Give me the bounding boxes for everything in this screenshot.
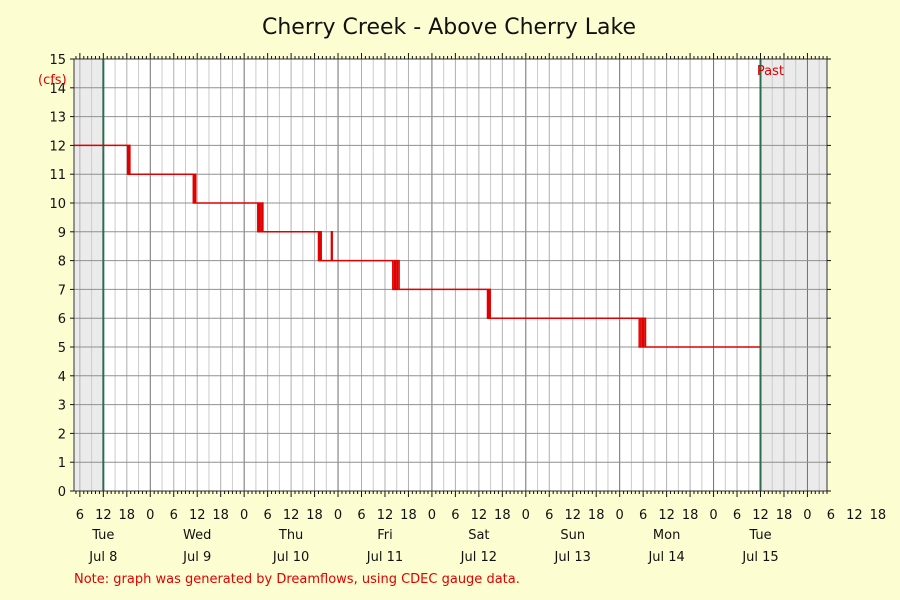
day-label: Sun [560,528,585,543]
x-tick-label: 12 [658,508,675,523]
x-tick-label: 12 [189,508,206,523]
shaded-region-right [760,59,827,491]
date-label: Jul 12 [460,550,497,565]
y-tick-label: 6 [58,312,66,327]
x-tick-label: 6 [733,508,741,523]
x-tick-label: 12 [471,508,488,523]
x-tick-label: 18 [588,508,605,523]
x-tick-label: 0 [428,508,436,523]
grid [74,58,827,492]
x-tick-label: 18 [494,508,511,523]
plot-border [73,58,828,492]
x-tick-label: 0 [709,508,717,523]
day-label: Wed [183,528,211,543]
x-tick-label: 18 [119,508,136,523]
y-tick-label: 13 [49,111,66,126]
x-tick-label: 6 [76,508,84,523]
date-label: Jul 14 [647,550,684,565]
date-label: Jul 15 [741,550,778,565]
x-tick-label: 18 [682,508,699,523]
x-tick-label: 12 [95,508,112,523]
y-axis-label: (cfs) [38,73,67,88]
y-tick-label: 14 [49,82,66,97]
x-tick-label: 18 [870,508,887,523]
y-tick-label: 4 [58,370,66,385]
x-tick-label: 12 [752,508,769,523]
x-tick-label: 12 [377,508,394,523]
x-tick-label: 12 [846,508,863,523]
past-label: Past [757,64,784,79]
y-tick-label: 15 [49,53,66,68]
x-tick-label: 18 [400,508,417,523]
x-tick-label: 0 [146,508,154,523]
x-tick-label: 6 [639,508,647,523]
series-group [74,144,761,348]
day-label: Mon [653,528,680,543]
chart-title: Cherry Creek - Above Cherry Lake [262,15,636,40]
day-label: Sat [468,528,489,543]
y-tick-label: 0 [58,485,66,500]
y-tick-label: 9 [58,226,66,241]
day-label: Thu [278,528,303,543]
date-label: Jul 8 [88,550,117,565]
date-label: Jul 10 [272,550,309,565]
x-tick-label: 6 [451,508,459,523]
x-tick-label: 0 [522,508,530,523]
y-tick-label: 10 [49,197,66,212]
y-tick-label: 8 [58,255,66,270]
x-tick-label: 12 [283,508,300,523]
date-label: Jul 13 [554,550,591,565]
y-tick-label: 1 [58,456,66,471]
footer-note: Note: graph was generated by Dreamflows,… [74,572,520,587]
x-tick-label: 6 [263,508,271,523]
y-tick-label: 5 [58,341,66,356]
day-label: Tue [91,528,114,543]
y-tick-label: 2 [58,427,66,442]
y-tick-label: 3 [58,399,66,414]
y-tick-label: 12 [49,139,66,154]
x-tick-label: 18 [776,508,793,523]
x-tick-label: 18 [306,508,323,523]
x-tick-label: 0 [334,508,342,523]
y-tick-label: 7 [58,283,66,298]
x-tick-label: 6 [545,508,553,523]
x-tick-label: 6 [827,508,835,523]
x-tick-label: 6 [170,508,178,523]
x-tick-label: 12 [564,508,581,523]
x-tick-label: 0 [803,508,811,523]
date-label: Jul 9 [182,550,211,565]
flow-line [74,144,761,348]
date-label: Jul 11 [366,550,403,565]
x-tick-label: 6 [357,508,365,523]
y-tick-label: 11 [49,168,66,183]
x-tick-label: 0 [240,508,248,523]
x-tick-label: 0 [616,508,624,523]
shaded-region-left [74,59,104,491]
day-label: Fri [377,528,393,543]
x-tick-label: 18 [212,508,229,523]
day-label: Tue [748,528,771,543]
